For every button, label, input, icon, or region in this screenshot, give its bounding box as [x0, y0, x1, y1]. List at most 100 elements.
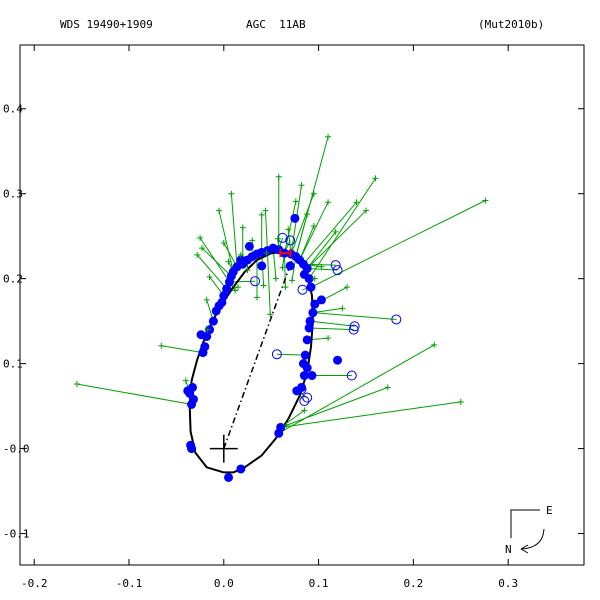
- residual-line: [310, 200, 486, 288]
- plus-observation-point: [279, 264, 286, 271]
- filled-observation-point: [208, 316, 218, 326]
- filled-observation-point: [308, 308, 318, 318]
- open-observation-point: [296, 384, 307, 395]
- residual-line: [303, 201, 357, 265]
- open-observation-point: [250, 276, 261, 287]
- residual-line: [283, 253, 286, 288]
- plus-observation-point: [262, 207, 269, 214]
- residual-line: [196, 254, 228, 290]
- plus-observation-point: [237, 251, 244, 258]
- y-tick-label: 0.2: [3, 273, 23, 286]
- filled-observation-point: [310, 299, 320, 309]
- plus-observation-point: [384, 384, 391, 391]
- plus-observation-point: [289, 277, 296, 284]
- plot-frame: [19, 44, 585, 566]
- plus-observation-point: [304, 211, 311, 218]
- filled-observation-point: [196, 330, 206, 340]
- observation-points: [73, 133, 489, 482]
- filled-observation-point: [183, 386, 193, 396]
- filled-observation-point: [302, 363, 312, 373]
- x-tick-label: 0.1: [309, 577, 329, 590]
- plus-observation-point: [332, 228, 339, 235]
- open-observation-point: [348, 324, 359, 335]
- plus-observation-point: [283, 421, 290, 428]
- open-observation-point: [330, 260, 341, 271]
- plus-observation-point: [235, 284, 242, 291]
- plus-observation-point: [267, 311, 274, 318]
- y-tick-label: -0.1: [3, 528, 30, 541]
- plus-observation-point: [274, 235, 281, 242]
- filled-observation-point: [307, 371, 317, 381]
- node-line: [223, 259, 293, 449]
- y-tick-label: 0.4: [3, 103, 23, 116]
- plus-observation-point: [275, 173, 282, 180]
- residual-line: [310, 320, 355, 327]
- filled-observation-point: [200, 342, 210, 352]
- residual-line: [312, 312, 397, 320]
- filled-observation-point: [306, 282, 316, 292]
- plus-observation-point: [249, 237, 256, 244]
- filled-observation-point: [333, 355, 343, 365]
- residual-line: [278, 344, 435, 434]
- plus-observation-point: [232, 287, 239, 294]
- filled-observation-point: [299, 371, 309, 381]
- open-observation-point: [302, 392, 313, 403]
- filled-observation-point: [299, 269, 309, 279]
- plus-observation-point: [228, 190, 235, 197]
- plus-observation-point: [260, 282, 267, 289]
- filled-observation-point: [304, 323, 314, 333]
- plus-observation-point: [197, 234, 204, 241]
- plus-observation-point: [362, 207, 369, 214]
- residual-line: [223, 242, 238, 268]
- residual-line: [199, 237, 230, 283]
- header-system-name: AGC 11AB: [246, 18, 306, 31]
- residual-line: [312, 307, 343, 314]
- residual-line: [76, 383, 192, 405]
- filled-observation-point: [188, 394, 198, 404]
- y-tick-label: -0.0: [3, 443, 30, 456]
- open-observation-point: [332, 265, 343, 276]
- plus-observation-point: [253, 294, 260, 301]
- residual-line: [280, 401, 461, 428]
- residual-line: [230, 193, 238, 267]
- residual-line: [265, 210, 268, 251]
- axis-ticks: -0.2 -0.1 0.0 0.1 0.2 0.3 0.4 0.3 0.2 0.1 -0.0 -0.1: [3, 45, 584, 590]
- plus-observation-point: [310, 222, 317, 229]
- residual-line: [307, 267, 338, 271]
- latest-position-marker: [279, 249, 292, 258]
- x-tick-label: 0.2: [403, 577, 423, 590]
- plus-observation-point: [263, 250, 270, 257]
- compass-arrowhead: [520, 544, 529, 554]
- plus-observation-point: [339, 305, 346, 312]
- plus-observation-point: [272, 275, 279, 282]
- plus-observation-point: [325, 199, 332, 206]
- plus-observation-point: [372, 175, 379, 182]
- header-wds-id: WDS 19490+1909: [60, 18, 153, 31]
- plus-observation-point: [310, 190, 317, 197]
- residual-line: [266, 250, 271, 315]
- plus-observation-point: [311, 275, 318, 282]
- plus-observation-point: [239, 224, 246, 231]
- filled-observation-point: [222, 284, 232, 294]
- plus-observation-point: [353, 199, 360, 206]
- plus-observation-point: [203, 296, 210, 303]
- plus-observation-point: [194, 251, 201, 258]
- plus-observation-point: [158, 342, 165, 349]
- plus-observation-point: [318, 263, 325, 270]
- filled-observation-point: [224, 472, 234, 482]
- residual-line: [309, 327, 354, 331]
- y-tick-label: 0.1: [3, 358, 23, 371]
- plus-observation-point: [216, 207, 223, 214]
- plus-observation-point: [73, 381, 80, 388]
- plus-observation-point: [282, 284, 289, 291]
- filled-observation-point: [244, 241, 254, 251]
- open-observation-point: [285, 235, 296, 246]
- residual-line: [280, 386, 388, 428]
- residual-line: [161, 345, 204, 354]
- open-observation-point: [297, 284, 308, 295]
- plus-observation-point: [206, 273, 213, 280]
- y-tick-label: 0.3: [3, 188, 23, 201]
- plus-observation-point: [204, 326, 211, 333]
- filled-observation-point: [285, 261, 295, 271]
